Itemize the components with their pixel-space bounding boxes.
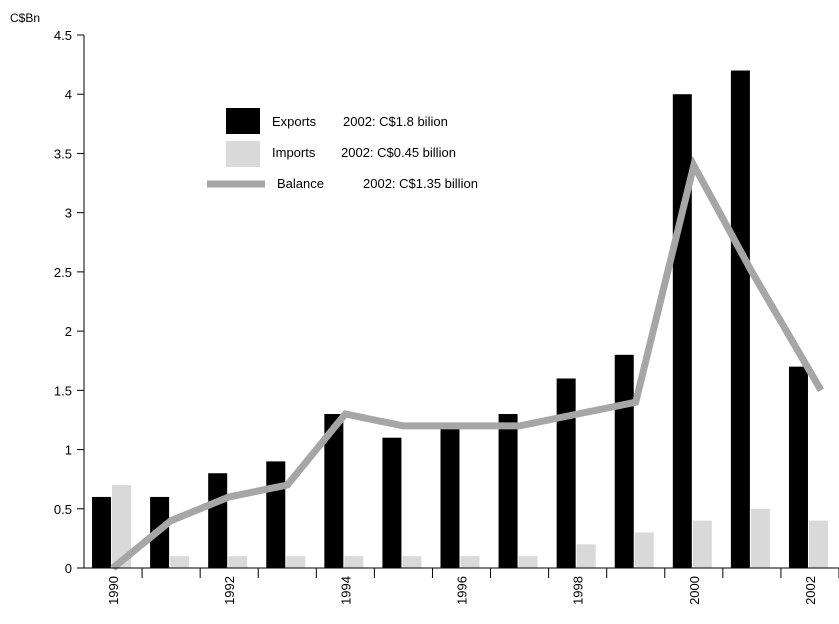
x-tick-label: 2002 <box>803 576 818 605</box>
x-tick-label: 1990 <box>106 576 121 605</box>
imports-bar <box>460 556 480 568</box>
exports-bar <box>498 414 518 568</box>
imports-bar <box>576 544 596 568</box>
imports-bar <box>750 508 770 568</box>
y-tick-label: 0.5 <box>54 502 72 517</box>
imports-bar <box>286 556 306 568</box>
y-tick-label: 2.5 <box>54 265 72 280</box>
legend-label-balance: Balance <box>277 176 324 191</box>
y-tick-label: 1.5 <box>54 383 72 398</box>
y-tick-label: 3.5 <box>54 146 72 161</box>
x-tick-label: 1994 <box>338 576 353 605</box>
legend-label-imports: Imports <box>272 145 316 160</box>
exports-bar <box>440 425 460 568</box>
bars-layer <box>92 70 828 569</box>
y-tick-label: 4.5 <box>54 28 72 43</box>
x-tick-label: 1998 <box>571 576 586 605</box>
y-ticks: 0 0.5 1 1.5 2 2.5 3 3.5 4 4.5 <box>54 28 84 576</box>
legend-swatch-exports <box>226 108 260 134</box>
exports-bar <box>730 70 750 569</box>
imports-bar <box>808 520 828 568</box>
y-tick-label: 3 <box>65 206 72 221</box>
exports-bar <box>324 414 344 568</box>
exports-bar <box>556 378 576 568</box>
imports-bar <box>402 556 422 568</box>
exports-bar <box>614 354 634 568</box>
legend-label-exports: Exports <box>272 114 317 129</box>
exports-bar <box>92 496 112 568</box>
imports-bar <box>112 485 132 568</box>
legend: Exports 2002: C$1.8 bilion Imports 2002: C$… <box>207 108 478 191</box>
y-tick-label: 0 <box>65 561 72 576</box>
imports-bar <box>228 556 248 568</box>
imports-bar <box>634 532 654 568</box>
imports-bar <box>692 520 712 568</box>
imports-bar <box>170 556 190 568</box>
x-tick-label: 2000 <box>687 576 702 605</box>
axes-layer <box>83 35 839 569</box>
x-tick-label: 1996 <box>455 576 470 605</box>
y-tick-label: 2 <box>65 324 72 339</box>
x-ticks: 1990 1992 1994 1996 1998 2000 2002 <box>106 568 839 605</box>
balance-line <box>110 155 825 571</box>
exports-bar <box>208 473 228 568</box>
imports-bar <box>344 556 364 568</box>
legend-note-exports: 2002: C$1.8 bilion <box>343 114 448 129</box>
exports-bar <box>266 461 286 568</box>
balance-line-layer <box>110 155 825 571</box>
imports-bar <box>518 556 538 568</box>
legend-swatch-imports <box>226 141 260 167</box>
exports-bar <box>382 437 402 568</box>
y-tick-label: 1 <box>65 443 72 458</box>
legend-note-balance: 2002: C$1.35 billion <box>363 176 478 191</box>
x-tick-label: 1992 <box>222 576 237 605</box>
exports-bar <box>672 94 692 568</box>
exports-bar <box>788 366 808 568</box>
y-axis-unit-label: C$Bn <box>10 11 40 25</box>
y-tick-label: 4 <box>65 87 72 102</box>
legend-note-imports: 2002: C$0.45 billion <box>341 145 456 160</box>
